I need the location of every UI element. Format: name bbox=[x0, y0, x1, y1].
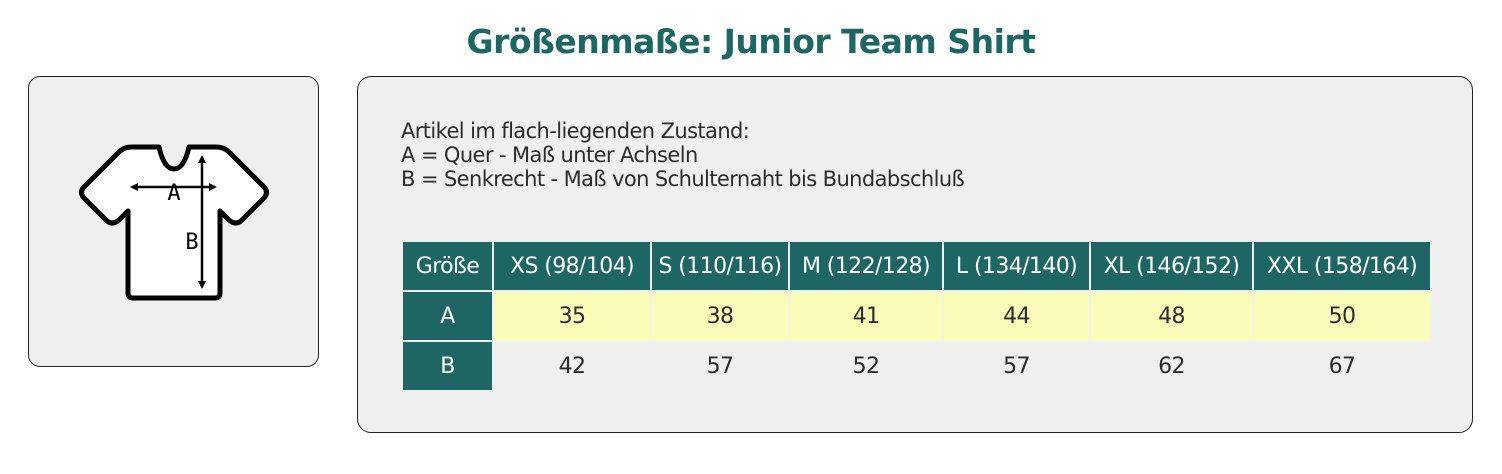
header-xs: XS (98/104) bbox=[492, 240, 652, 292]
measurement-description: Artikel im flach-liegenden Zustand: A = … bbox=[401, 119, 965, 191]
cell-b-xxl: 67 bbox=[1252, 340, 1432, 392]
row-label-a: A bbox=[401, 290, 494, 342]
header-l: L (134/140) bbox=[942, 240, 1091, 292]
size-table: Größe XS (98/104) S (110/116) M (122/128… bbox=[401, 240, 1432, 392]
cell-b-s: 57 bbox=[650, 340, 790, 392]
header-s: S (110/116) bbox=[650, 240, 790, 292]
header-size: Größe bbox=[401, 240, 494, 292]
cell-a-m: 41 bbox=[788, 290, 944, 342]
tshirt-illustration-panel: A B bbox=[28, 76, 319, 367]
table-header-row: Größe XS (98/104) S (110/116) M (122/128… bbox=[401, 240, 1432, 292]
description-line-1: Artikel im flach-liegenden Zustand: bbox=[401, 119, 750, 143]
size-info-panel: Artikel im flach-liegenden Zustand: A = … bbox=[357, 76, 1473, 433]
tshirt-measurement-icon: A B bbox=[79, 144, 269, 301]
table-row: B 42 57 52 57 62 67 bbox=[401, 340, 1432, 392]
label-a: A bbox=[167, 181, 180, 206]
header-m: M (122/128) bbox=[788, 240, 944, 292]
table-row: A 35 38 41 44 48 50 bbox=[401, 290, 1432, 342]
cell-b-l: 57 bbox=[942, 340, 1091, 392]
header-xxl: XXL (158/164) bbox=[1252, 240, 1432, 292]
cell-a-l: 44 bbox=[942, 290, 1091, 342]
description-line-3: B = Senkrecht - Maß von Schulternaht bis… bbox=[401, 167, 965, 191]
row-label-b: B bbox=[401, 340, 494, 392]
cell-a-xl: 48 bbox=[1089, 290, 1254, 342]
cell-b-m: 52 bbox=[788, 340, 944, 392]
label-b: B bbox=[185, 230, 198, 255]
page-title: Größenmaße: Junior Team Shirt bbox=[466, 22, 1036, 61]
cell-b-xs: 42 bbox=[492, 340, 652, 392]
cell-b-xl: 62 bbox=[1089, 340, 1254, 392]
header-xl: XL (146/152) bbox=[1089, 240, 1254, 292]
cell-a-xs: 35 bbox=[492, 290, 652, 342]
cell-a-s: 38 bbox=[650, 290, 790, 342]
cell-a-xxl: 50 bbox=[1252, 290, 1432, 342]
description-line-2: A = Quer - Maß unter Achseln bbox=[401, 143, 698, 167]
